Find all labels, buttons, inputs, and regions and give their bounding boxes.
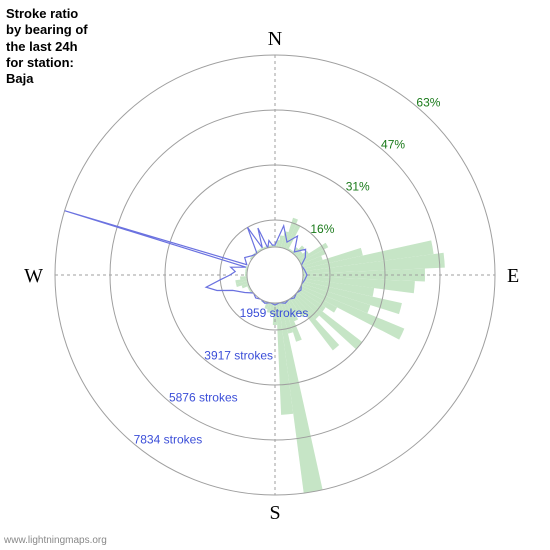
- ring-label-strokes: 5876 strokes: [169, 390, 238, 404]
- axis-label-w: W: [24, 265, 43, 287]
- axis-label-n: N: [268, 28, 282, 50]
- axis-label-s: S: [269, 502, 280, 524]
- ring-label-pct: 31%: [346, 180, 370, 194]
- center-hole: [247, 247, 303, 303]
- ring-label-pct: 63%: [416, 95, 440, 109]
- axis-label-e: E: [507, 265, 519, 287]
- ring-label-pct: 16%: [310, 222, 334, 236]
- polar-chart: 16% 31% 47% 63% 1959 strokes 3917 strokes 5876…: [0, 0, 550, 550]
- credit-text: www.lightningmaps.org: [4, 535, 107, 546]
- ring-label-pct: 47%: [381, 138, 405, 152]
- ring-label-strokes: 1959 strokes: [240, 306, 309, 320]
- ring-label-strokes: 7834 strokes: [134, 433, 203, 447]
- ring-label-strokes: 3917 strokes: [204, 348, 273, 362]
